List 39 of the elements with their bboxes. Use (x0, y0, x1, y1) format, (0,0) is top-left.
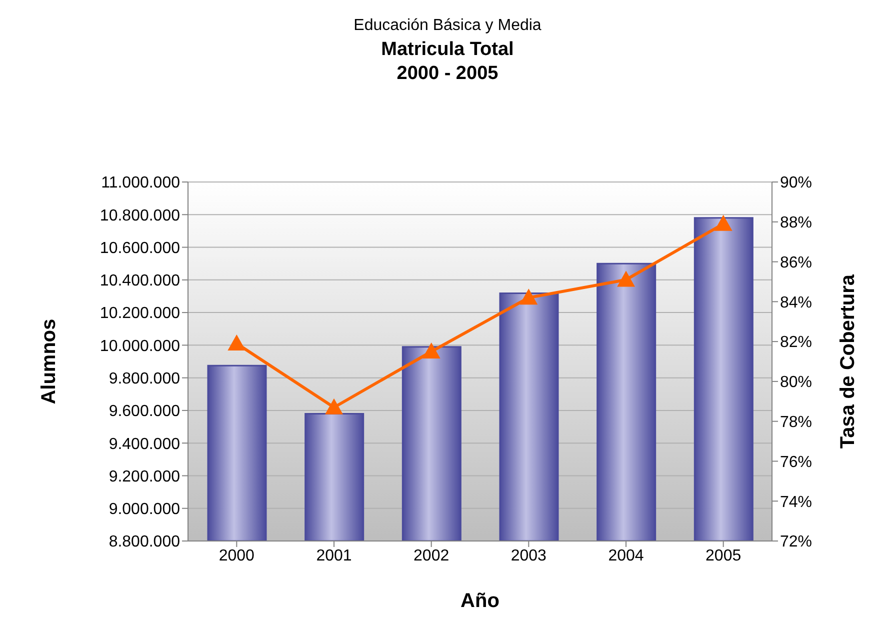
point (228, 334, 246, 351)
point (520, 288, 538, 305)
point (325, 398, 343, 414)
y-tick-label: 10.400.000 (100, 272, 180, 290)
y2-tick-label: 82% (780, 334, 812, 352)
y-tick-label: 8.800.000 (108, 534, 180, 551)
y-tick-label: 10.800.000 (100, 207, 180, 224)
y2-tick-label: 72% (780, 534, 812, 551)
y-tick-label: 9.400.000 (108, 436, 180, 453)
y2-tick-label: 88% (780, 214, 812, 232)
x-tick-label: 2003 (510, 547, 547, 564)
chart-title: Matricula Total 2000 - 2005 (380, 38, 515, 86)
point (617, 270, 635, 287)
x-tick-label: 2002 (414, 547, 450, 564)
x-tick-label: 2005 (706, 547, 742, 564)
x-tick-label: 2000 (218, 547, 255, 564)
y2-tick-label: 78% (780, 414, 812, 432)
x-tick-label: 2004 (608, 547, 644, 564)
point (422, 342, 440, 359)
y-tick-label: 9.600.000 (108, 403, 180, 420)
y-tick-label: 9.000.000 (108, 501, 180, 518)
y-tick-label: 11.000.000 (101, 174, 180, 192)
y-tick-label: 9.800.000 (108, 370, 180, 388)
y-tick-label: 9.200.000 (108, 468, 180, 486)
y2-tick-label: 76% (780, 454, 812, 471)
y2-tick-label: 90% (780, 174, 812, 192)
y2-tick-label: 84% (780, 294, 812, 312)
y2-tick-label: 86% (780, 254, 812, 272)
point (714, 214, 732, 231)
y2-tick-label: 80% (780, 374, 812, 392)
y-tick-label: 10.600.000 (100, 240, 180, 257)
x-tick-label: 2001 (316, 547, 352, 564)
y2-tick-label: 74% (780, 494, 812, 511)
y-tick-label: 10.200.000 (100, 305, 180, 322)
x-axis-title: Año (460, 590, 500, 612)
chart-subtitle: Educación Básica y Media (352, 16, 542, 36)
y-axis-title: Alumnos (38, 318, 60, 404)
y2-axis-title: Tasa de Cobertura (837, 274, 860, 449)
y-tick-label: 10.000.000 (100, 338, 180, 355)
